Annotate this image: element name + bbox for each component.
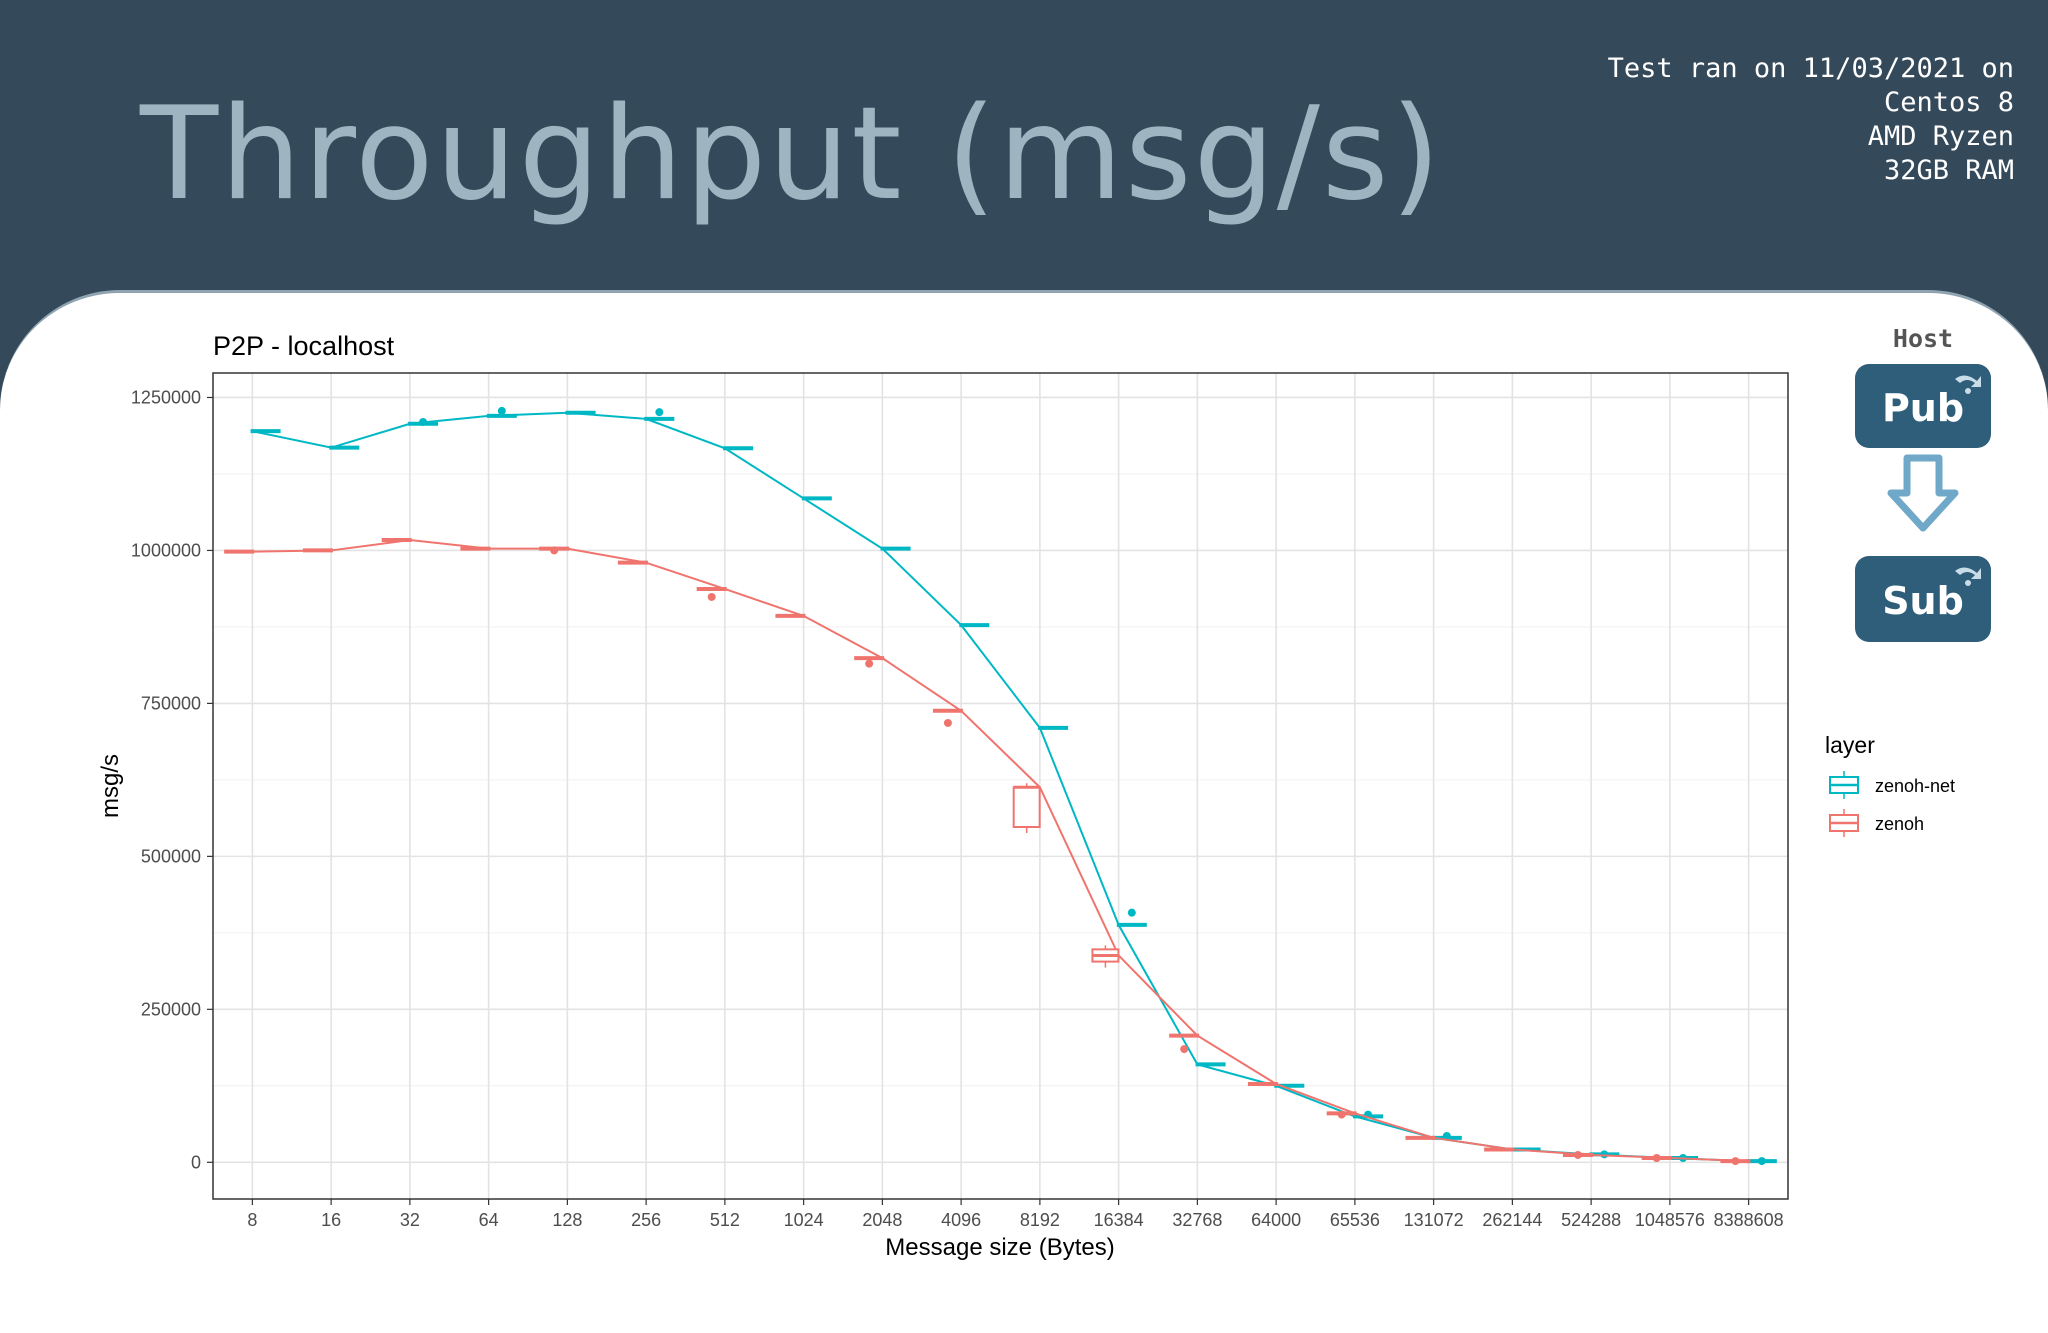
legend: layer zenoh-net zenoh <box>1825 732 1955 837</box>
legend-label-zenoh: zenoh <box>1875 814 1924 834</box>
x-tick-label: 131072 <box>1404 1210 1464 1230</box>
outlier-point <box>1442 1131 1451 1140</box>
x-tick-label: 16 <box>321 1210 341 1230</box>
outlier-point <box>1600 1150 1609 1159</box>
content-panel: 0 250000 500000 750000 1000000 1250000 8 16 32 6… <box>0 290 2048 1333</box>
legend-key-zenoh-net <box>1829 771 1859 799</box>
outlier-point <box>1180 1045 1189 1054</box>
box-body <box>1012 786 1041 828</box>
x-tick-label: 512 <box>710 1210 740 1230</box>
legend-title: layer <box>1825 732 1875 758</box>
outlier-point <box>1573 1150 1582 1159</box>
y-axis-title: msg/s <box>97 754 124 818</box>
y-axis: 0 250000 500000 750000 1000000 1250000 <box>131 387 213 1172</box>
outlier-point <box>865 659 874 668</box>
series-line-zenoh-net <box>252 411 1749 1163</box>
x-tick-label: 16384 <box>1094 1210 1144 1230</box>
zenoh-logo-icon <box>1955 375 1981 394</box>
x-tick-label: 128 <box>552 1210 582 1230</box>
test-info-line: Test ran on 11/03/2021 on <box>1607 53 2014 84</box>
x-tick-label: 64000 <box>1251 1210 1301 1230</box>
x-tick-label: 8 <box>247 1210 257 1230</box>
page-title: Throughput (msg/s) <box>140 80 1443 229</box>
outlier-point <box>1127 908 1136 917</box>
y-tick-label: 500000 <box>141 846 201 866</box>
x-tick-label: 32768 <box>1172 1210 1222 1230</box>
outlier-point <box>419 417 428 426</box>
legend-key-zenoh <box>1829 809 1859 837</box>
pub-label: Pub <box>1882 386 1964 430</box>
outlier-point <box>1757 1157 1766 1166</box>
legend-label-zenoh-net: zenoh-net <box>1875 776 1955 796</box>
host-diagram: Host Pub Sub <box>1855 324 1991 642</box>
zenoh-logo-icon <box>1955 567 1981 586</box>
series-layer <box>224 406 1777 1166</box>
host-label: Host <box>1893 324 1953 353</box>
x-tick-label: 256 <box>631 1210 661 1230</box>
x-axis: 8 16 32 64 128 256 512 1024 2048 4096 8192 16384 327… <box>247 1199 1784 1230</box>
series-line-zenoh <box>252 539 1749 1163</box>
plot-frame <box>212 372 1789 1200</box>
test-info-line: AMD Ryzen <box>1867 121 2014 152</box>
y-tick-label: 1250000 <box>131 387 201 407</box>
outlier-point <box>943 718 952 727</box>
outlier-point <box>1731 1157 1740 1166</box>
grid <box>213 373 1788 1199</box>
y-tick-label: 1000000 <box>131 540 201 560</box>
x-axis-title: Message size (Bytes) <box>885 1234 1114 1261</box>
outlier-point <box>707 592 716 601</box>
x-tick-label: 8192 <box>1020 1210 1060 1230</box>
y-tick-label: 250000 <box>141 999 201 1019</box>
chart-title: P2P - localhost <box>213 331 395 361</box>
outlier-point <box>1337 1110 1346 1119</box>
x-tick-label: 262144 <box>1482 1210 1542 1230</box>
x-tick-label: 65536 <box>1330 1210 1380 1230</box>
test-info: Test ran on 11/03/2021 on Centos 8 AMD R… <box>1608 52 2014 188</box>
flow-arrow-icon <box>1887 454 1959 532</box>
sub-label: Sub <box>1882 579 1964 623</box>
sub-node <box>1855 556 1991 642</box>
outlier-point <box>655 408 664 417</box>
x-tick-label: 1048576 <box>1635 1210 1705 1230</box>
pub-node <box>1855 364 1991 448</box>
x-tick-label: 2048 <box>862 1210 902 1230</box>
x-tick-label: 4096 <box>941 1210 981 1230</box>
y-tick-label: 0 <box>191 1152 201 1172</box>
outlier-point <box>550 546 559 555</box>
test-info-line: 32GB RAM <box>1883 155 2014 186</box>
x-tick-label: 524288 <box>1561 1210 1621 1230</box>
x-tick-label: 1024 <box>784 1210 824 1230</box>
y-tick-label: 750000 <box>141 693 201 713</box>
x-tick-label: 32 <box>400 1210 420 1230</box>
chart: 0 250000 500000 750000 1000000 1250000 8 16 32 6… <box>97 324 1991 1261</box>
x-tick-label: 64 <box>479 1210 499 1230</box>
test-info-line: Centos 8 <box>1883 87 2014 118</box>
series-zenoh <box>224 538 1751 1166</box>
x-tick-label: 8388608 <box>1714 1210 1784 1230</box>
outlier-point <box>1652 1154 1661 1163</box>
outlier-point <box>497 406 506 415</box>
